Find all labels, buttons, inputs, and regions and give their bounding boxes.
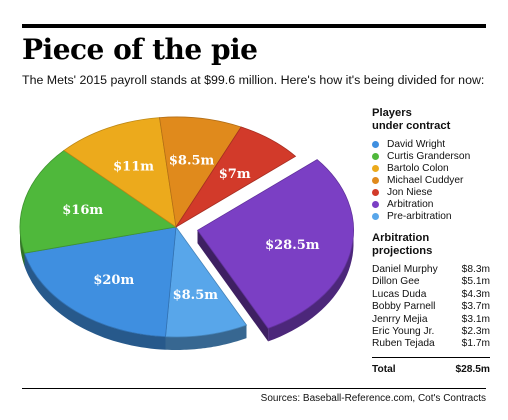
arbitration-row: Jenrry Mejia $3.1m [372, 314, 490, 326]
legend: Players under contract David Wright Curti… [372, 107, 490, 222]
legend-item-pre-arbitration: Pre-arbitration [372, 210, 490, 222]
arbitration-title-line2: projections [372, 245, 433, 257]
top-rule [22, 24, 486, 28]
legend-title-line1: Players [372, 107, 412, 119]
chart-subtitle: The Mets' 2015 payroll stands at $99.6 m… [22, 73, 485, 87]
arbitration-value: $1.7m [461, 338, 490, 350]
legend-label-michael-cuddyer: Michael Cuddyer [387, 174, 464, 186]
legend-label-curtis-granderson: Curtis Granderson [387, 150, 471, 162]
slice-label-arbitration: $28.5m [265, 238, 320, 253]
legend-label-david-wright: David Wright [387, 138, 446, 150]
legend-swatch-arbitration [372, 200, 379, 208]
pie-side-david-wright [24, 253, 166, 350]
legend-swatch-curtis-granderson [372, 152, 379, 160]
pie-slice-michael-cuddyer [159, 116, 242, 229]
pie-slice-david-wright [23, 226, 177, 338]
arbitration-row: Lucas Duda $4.3m [372, 289, 490, 301]
legend-item-michael-cuddyer: Michael Cuddyer [372, 174, 490, 186]
arbitration-total-label: Total [372, 363, 396, 375]
legend-item-curtis-granderson: Curtis Granderson [372, 150, 490, 162]
arbitration-row: Daniel Murphy $8.3m [372, 264, 490, 276]
legend-items: David Wright Curtis Granderson Bartolo Col… [372, 138, 490, 222]
arbitration-value: $4.3m [461, 288, 490, 300]
arbitration-value: $3.7m [461, 301, 490, 313]
pie-wall-arbitration-1 [197, 230, 269, 342]
arbitration-row: Dillon Gee $5.1m [372, 276, 490, 288]
pie-labels: $28.5m $8.5m $20m $16m $11m $8.5m $7m [62, 154, 320, 303]
arbitration-value: $3.1m [461, 313, 490, 325]
chart-title: Piece of the pie [22, 33, 258, 66]
legend-item-arbitration: Arbitration [372, 198, 490, 210]
slice-label-michael-cuddyer: $8.5m [169, 154, 215, 169]
legend-label-pre-arbitration: Pre-arbitration [387, 210, 452, 222]
legend-title: Players under contract [372, 107, 490, 133]
arbitration-total-value: $28.5m [455, 363, 490, 375]
legend-item-jon-niese: Jon Niese [372, 186, 490, 198]
legend-swatch-david-wright [372, 140, 379, 148]
arbitration-player: Jenrry Mejia [372, 313, 428, 325]
legend-item-bartolo-colon: Bartolo Colon [372, 162, 490, 174]
legend-label-bartolo-colon: Bartolo Colon [387, 162, 449, 174]
pie-side-arbitration [268, 232, 354, 342]
arbitration-table: Arbitration projections Daniel Murphy $8… [372, 232, 490, 375]
arbitration-total: Total $28.5m [372, 356, 490, 375]
arbitration-row: Ruben Tejada $1.7m [372, 338, 490, 350]
legend-swatch-jon-niese [372, 188, 379, 196]
pie-slice-curtis-granderson [19, 149, 178, 254]
slice-label-curtis-granderson: $16m [62, 203, 103, 218]
arbitration-player: Eric Young Jr. [372, 325, 435, 337]
pie-slice-arbitration [196, 159, 354, 329]
arbitration-value: $8.3m [461, 264, 490, 275]
arbitration-row: Eric Young Jr. $2.3m [372, 326, 490, 338]
legend-swatch-bartolo-colon [372, 164, 379, 172]
legend-swatch-pre-arbitration [372, 212, 379, 220]
slice-label-jon-niese: $7m [219, 167, 251, 182]
slice-label-bartolo-colon: $11m [113, 160, 154, 175]
arbitration-row: Bobby Parnell $3.7m [372, 301, 490, 313]
slice-label-pre-arbitration: $8.5m [173, 288, 219, 303]
legend-item-david-wright: David Wright [372, 138, 490, 150]
pie-chart: $28.5m $8.5m $20m $16m $11m $8.5m $7m [19, 116, 354, 350]
pie-slice-pre-arbitration [165, 225, 248, 338]
arbitration-player: Lucas Duda [372, 288, 427, 300]
arbitration-title: Arbitration projections [372, 232, 490, 258]
arbitration-value: $5.1m [461, 276, 490, 288]
legend-label-arbitration: Arbitration [387, 198, 434, 210]
legend-swatch-michael-cuddyer [372, 176, 379, 184]
arbitration-value: $2.3m [461, 325, 490, 337]
pie-tops [19, 116, 354, 338]
arbitration-player: Dillon Gee [372, 276, 420, 288]
arbitration-player: Bobby Parnell [372, 301, 436, 313]
arbitration-title-line1: Arbitration [372, 232, 430, 244]
slice-label-david-wright: $20m [93, 273, 134, 288]
pie-slice-jon-niese [175, 126, 297, 228]
pie-slice-bartolo-colon [63, 117, 177, 228]
arbitration-player: Daniel Murphy [372, 264, 438, 275]
sources-note: Sources: Baseball-Reference.com, Cot's C… [260, 393, 486, 404]
legend-title-line2: under contract [372, 120, 451, 132]
arbitration-player: Ruben Tejada [372, 338, 435, 350]
bottom-rule [22, 388, 486, 389]
legend-label-jon-niese: Jon Niese [387, 186, 433, 198]
